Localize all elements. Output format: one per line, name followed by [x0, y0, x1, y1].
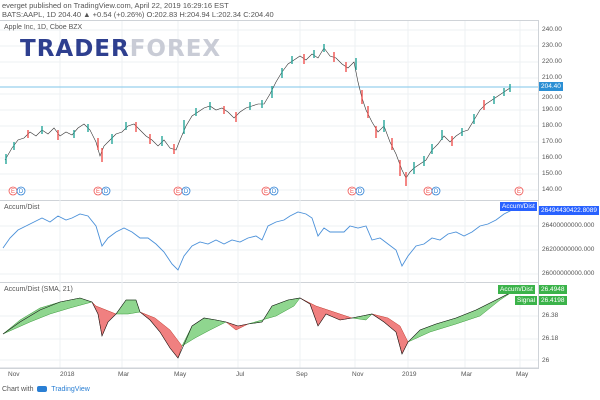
- price-axis-label: 180.00: [542, 122, 562, 129]
- price-axis-label: 200.00: [542, 94, 562, 101]
- sma-cloud: [2, 291, 513, 359]
- sma-axis-label: 26.38: [542, 312, 559, 319]
- main-panel-title: Apple Inc, 1D, Cboe BZX: [4, 24, 83, 31]
- price-candles: [4, 44, 511, 186]
- price-axis-label: 240.00: [542, 26, 562, 33]
- accum-sma-value-tag: 26.4948: [539, 285, 567, 294]
- last-price-tag: 204.40: [539, 82, 563, 91]
- footer-credit[interactable]: Chart with TradingView: [2, 386, 90, 393]
- event-markers: E D E D E D E D E D E D E: [8, 186, 524, 196]
- svg-text:D: D: [184, 189, 189, 195]
- dividend-icon: D: [19, 189, 24, 195]
- price-axis-label: 150.00: [542, 170, 562, 177]
- svg-text:D: D: [104, 189, 109, 195]
- time-axis-label: Jul: [236, 371, 245, 378]
- signal-label-tag: Signal: [515, 296, 538, 305]
- accum-label-tag: Accum/Dist: [500, 202, 537, 211]
- svg-text:E: E: [176, 189, 180, 195]
- accum-sma-label-tag: Accum/Dist: [498, 285, 535, 294]
- time-axis-label: Nov: [352, 371, 364, 378]
- svg-text:D: D: [358, 189, 363, 195]
- sma-axis-label: 26.18: [542, 335, 559, 342]
- footer-brand[interactable]: TradingView: [51, 386, 90, 393]
- main-price-panel[interactable]: [0, 20, 539, 201]
- accum-axis-label: 26000000000.000: [542, 270, 595, 277]
- accum-axis-label: 26400000000.000: [542, 222, 595, 229]
- time-axis-label: Mar: [118, 371, 130, 378]
- watermark-logo: TRADERFOREX: [20, 36, 222, 62]
- price-axis-label: 210.00: [542, 74, 562, 81]
- svg-text:E: E: [426, 189, 430, 195]
- time-axis-label: Nov: [8, 371, 20, 378]
- price-axis-label: 140.00: [542, 186, 562, 193]
- signal-value-tag: 26.4198: [539, 296, 567, 305]
- price-axis-label: 230.00: [542, 42, 562, 49]
- sma-axis-label: 26: [542, 357, 550, 364]
- time-axis-label: May: [516, 371, 529, 378]
- svg-text:E: E: [350, 189, 354, 195]
- time-axis-label: 2018: [60, 371, 75, 378]
- publish-info: everget published on TradingView.com, Ap…: [2, 1, 229, 10]
- svg-text:E: E: [264, 189, 268, 195]
- price-axis-label: 160.00: [542, 154, 562, 161]
- svg-text:E: E: [96, 189, 100, 195]
- symbol-quote: BATS:AAPL, 1D 204.40 ▲ +0.54 (+0.26%) O:…: [2, 10, 274, 19]
- time-axis-label: Mar: [461, 371, 473, 378]
- accum-axis-label: 26200000000.000: [542, 246, 595, 253]
- time-axis-label: 2019: [402, 371, 417, 378]
- sma-panel-title: Accum/Dist (SMA, 21): [4, 286, 73, 293]
- price-axis-label: 220.00: [542, 58, 562, 65]
- accum-panel-title: Accum/Dist: [4, 204, 40, 211]
- accum-value-tag: 26494430422.8089: [539, 206, 600, 215]
- earnings-icon: E: [11, 189, 15, 195]
- price-axis-label: 190.00: [542, 106, 562, 113]
- time-axis-label: May: [174, 371, 187, 378]
- accum-dist-panel[interactable]: [0, 200, 539, 283]
- svg-text:D: D: [434, 189, 439, 195]
- svg-text:E: E: [517, 189, 521, 195]
- time-axis-label: Sep: [296, 371, 308, 378]
- price-axis-label: 170.00: [542, 138, 562, 145]
- tradingview-logo-icon: [37, 386, 48, 393]
- footer-prefix: Chart with: [2, 386, 34, 393]
- svg-text:D: D: [272, 189, 277, 195]
- sma-line: [2, 291, 513, 359]
- accum-dist-line: [2, 209, 513, 271]
